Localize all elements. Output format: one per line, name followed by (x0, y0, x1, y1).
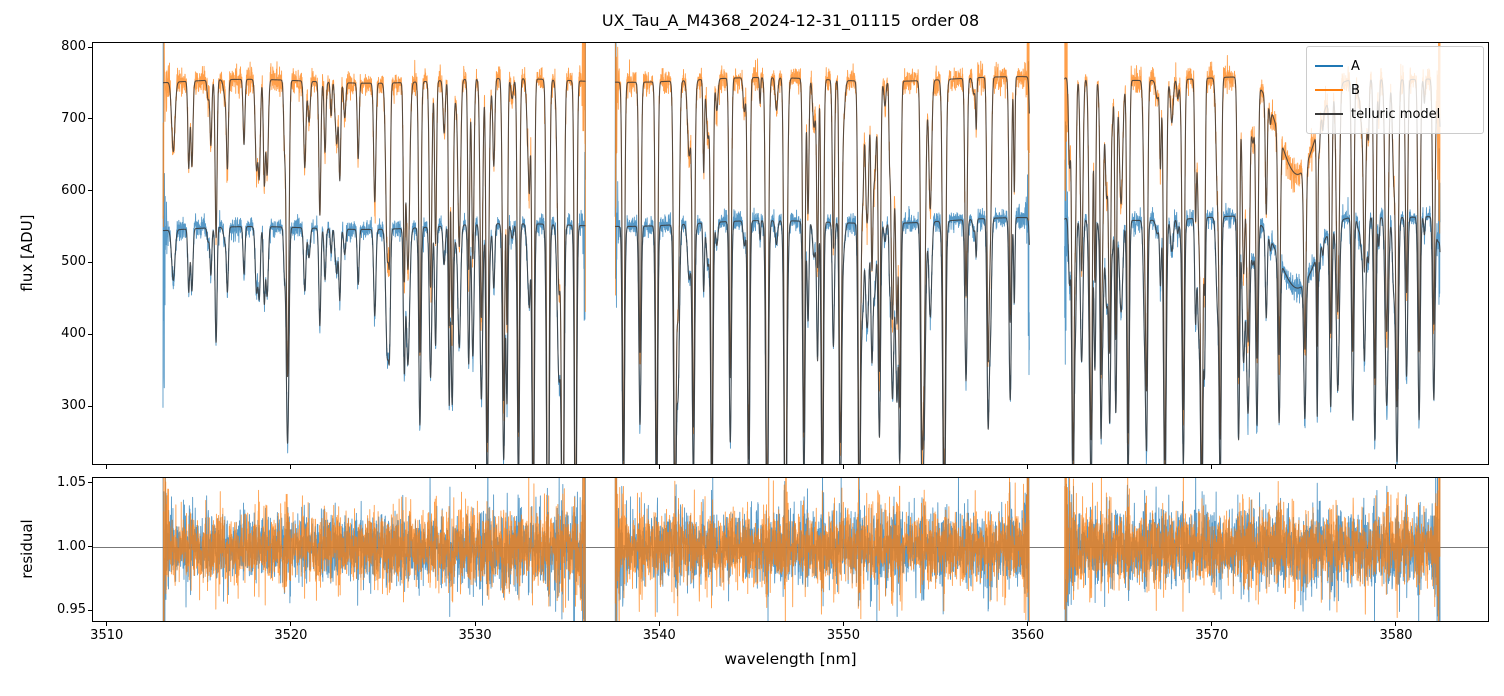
residual-panel-canvas (93, 478, 1488, 621)
legend-entry: telluric model (1315, 102, 1475, 126)
x-tick-mark (658, 622, 660, 626)
y-tick-mark (88, 118, 92, 120)
x-tick-mark (842, 622, 844, 626)
x-tick-mark (1027, 465, 1029, 469)
x-tick-mark (1395, 465, 1397, 469)
y-tick-label: 300 (61, 398, 86, 414)
residual-panel (92, 477, 1489, 622)
legend-label: B (1351, 82, 1360, 98)
wavelength-axis-label: wavelength [nm] (724, 650, 857, 668)
x-tick-label: 3550 (826, 628, 860, 643)
y-tick-mark (88, 190, 92, 192)
x-tick-label: 3570 (1195, 628, 1229, 643)
legend-line-swatch (1315, 65, 1343, 67)
x-tick-mark (474, 465, 476, 469)
legend-label: telluric model (1351, 106, 1441, 122)
y-tick-mark (88, 405, 92, 407)
y-tick-mark (88, 482, 92, 484)
y-tick-mark (88, 546, 92, 547)
x-tick-mark (1027, 622, 1029, 626)
y-tick-mark (88, 333, 92, 335)
y-tick-label: 700 (61, 110, 86, 126)
x-tick-label: 3560 (1011, 628, 1045, 643)
y-tick-label: 600 (61, 182, 86, 198)
x-tick-label: 3520 (274, 628, 308, 643)
x-tick-label: 3510 (90, 628, 124, 643)
x-tick-mark (842, 465, 844, 469)
y-tick-label: 1.00 (57, 538, 86, 554)
x-tick-mark (290, 465, 292, 469)
flux-panel-canvas (93, 43, 1488, 464)
flux-panel (92, 42, 1489, 465)
chart-title: UX_Tau_A_M4368_2024-12-31_01115 order 08 (601, 11, 980, 30)
y-tick-label: 1.05 (57, 474, 86, 490)
y-tick-label: 400 (61, 326, 86, 342)
legend-entry: B (1315, 78, 1475, 102)
x-tick-mark (1395, 622, 1397, 626)
legend-entry: A (1315, 54, 1475, 78)
y-tick-mark (88, 609, 92, 611)
x-tick-mark (106, 622, 108, 626)
y-tick-mark (88, 261, 92, 263)
residual-axis-label: residual (18, 519, 36, 579)
y-tick-label: 500 (61, 254, 86, 270)
legend-label: A (1351, 58, 1360, 74)
y-tick-mark (88, 46, 92, 48)
legend-line-swatch (1315, 113, 1343, 115)
x-tick-mark (474, 622, 476, 626)
flux-axis-label: flux [ADU] (18, 214, 36, 292)
x-tick-mark (290, 622, 292, 626)
legend-line-swatch (1315, 89, 1343, 91)
x-tick-label: 3530 (458, 628, 492, 643)
y-tick-label: 0.95 (57, 602, 86, 618)
x-tick-mark (1211, 622, 1213, 626)
x-tick-label: 3580 (1379, 628, 1413, 643)
x-tick-mark (1211, 465, 1213, 469)
y-tick-label: 800 (61, 39, 86, 55)
x-tick-mark (658, 465, 660, 469)
x-tick-mark (106, 465, 108, 469)
x-tick-label: 3540 (642, 628, 676, 643)
